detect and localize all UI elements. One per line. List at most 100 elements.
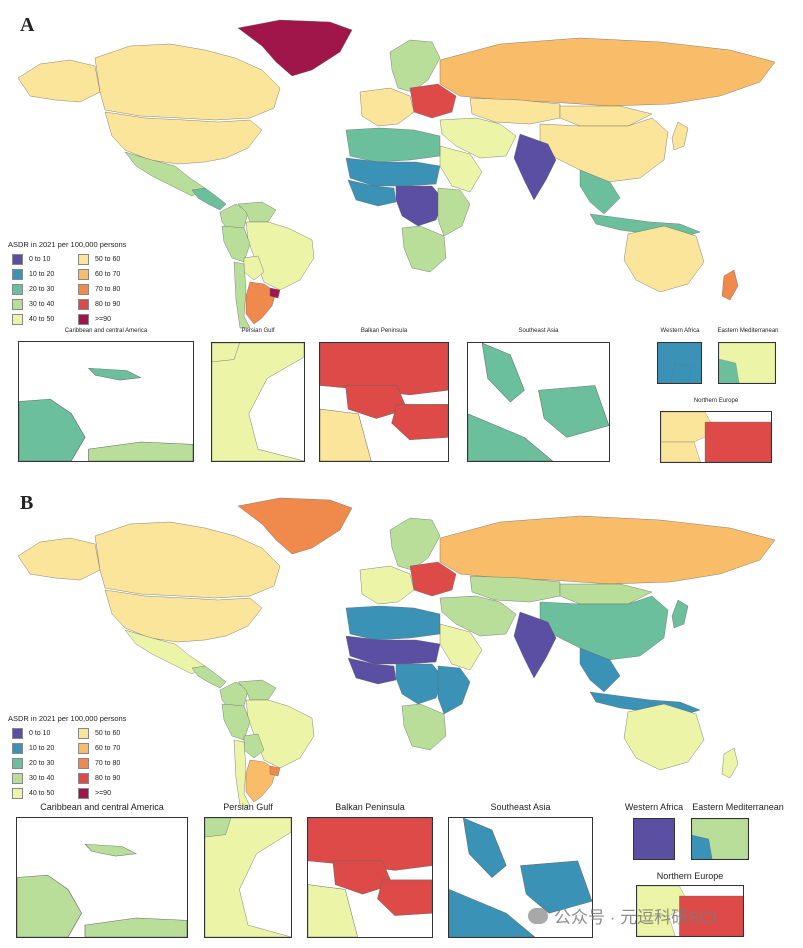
inset-region [320,343,448,396]
inset-persian-gulf [204,817,292,938]
legend-item: 0 to 10 [12,728,50,739]
region-japan [671,121,689,151]
inset-region [17,874,82,937]
legend-label: 30 to 40 [29,775,55,782]
legend-swatch [12,314,23,325]
legend-swatch [12,254,23,265]
inset-region [481,343,525,403]
region-india [513,133,557,201]
legend-swatch [78,773,89,784]
legend-swatch [78,788,89,799]
region-argentina [245,759,277,803]
legend-item: 20 to 30 [12,284,54,295]
inset-map [308,818,432,937]
region-russia [439,37,776,107]
legend-swatch [12,743,23,754]
region-central-africa [395,185,445,227]
legend-swatch [12,788,23,799]
inset-region [645,838,667,859]
legend-swatch [78,284,89,295]
legend-title: ASDR in 2021 per 100,000 persons [8,714,127,723]
inset-west-africa [633,818,675,860]
inset-map [719,343,775,383]
inset-title: Caribbean and central America [40,802,164,812]
legend-item: 30 to 40 [12,299,54,310]
panel-letter: A [20,14,35,36]
legend-item: 30 to 40 [12,773,54,784]
legend-item: 40 to 50 [12,788,54,799]
legend-item: 50 to 60 [78,728,120,739]
region-sahel [345,157,441,187]
inset-map [468,343,609,461]
inset-region [212,343,304,461]
legend-label: 50 to 60 [95,730,121,737]
inset-region [463,818,507,878]
legend-swatch [78,299,89,310]
inset-title: Western Africa [660,328,700,334]
inset-region [84,917,187,937]
world-map-a [17,19,776,329]
legend-item: 0 to 10 [12,254,50,265]
region-west-africa [347,179,397,207]
inset-region [320,408,372,461]
legend-label: 20 to 30 [29,760,55,767]
inset-region [88,441,193,461]
region-southern-africa [401,225,447,273]
legend-swatch [12,269,23,280]
region-argentina [245,281,277,325]
region-east-europe [409,561,457,597]
region-kazakhstan [469,97,561,125]
region-west-europe [359,565,415,605]
legend-label: 50 to 60 [95,256,121,263]
legend-swatch [78,758,89,769]
legend-item: >=90 [78,314,111,325]
region-middle-east [439,595,517,637]
legend: ASDR in 2021 per 100,000 persons 0 to 10… [8,714,148,799]
inset-map [205,818,291,937]
inset-title: Western Africa [624,802,684,812]
inset-region [332,860,393,895]
watermark: 公众号 · 元逗科研SCI [528,903,716,928]
region-central-america [191,665,227,689]
inset-north-europe [636,885,744,937]
region-nz [721,269,739,301]
region-japan [671,599,689,629]
region-east-europe [409,83,457,119]
region-scandinavia [389,517,441,571]
legend-label: 80 to 90 [95,301,121,308]
legend: ASDR in 2021 per 100,000 persons 0 to 10… [8,240,148,325]
legend-label: >=90 [95,316,111,323]
inset-title: Eastern Mediterranean [692,802,784,812]
inset-region [449,889,536,937]
inset-title: Southeast Asia [490,802,551,812]
inset-west-africa [657,342,702,384]
legend-label: 60 to 70 [95,745,121,752]
region-uruguay [269,287,281,299]
inset-map [634,819,674,859]
inset-title: Balkan Peninsula [335,802,405,812]
region-canada [94,43,281,121]
legend-label: 70 to 80 [95,760,121,767]
inset-region [205,818,291,937]
inset-title: Caribbean and central America [64,328,148,334]
legend-item: 10 to 20 [12,269,54,280]
region-scandinavia [389,39,441,93]
region-central-africa [395,663,445,705]
legend-swatch [12,758,23,769]
region-uruguay [269,765,281,777]
region-north-africa [345,605,441,641]
legend-swatch [12,299,23,310]
region-north-africa [345,127,441,163]
inset-region [719,358,740,383]
panel-a: A ASDR in 2021 per 100,000 persons 0 to … [0,0,803,470]
legend-label: 10 to 20 [29,271,55,278]
region-russia [439,515,776,585]
inset-title: Northern Europe [693,398,739,404]
legend-label: 40 to 50 [29,316,55,323]
region-se-asia [579,647,621,693]
inset-region [205,818,231,838]
region-greenland [237,19,353,77]
inset-region [19,398,86,461]
region-peru [221,225,251,263]
inset-region [87,367,142,381]
